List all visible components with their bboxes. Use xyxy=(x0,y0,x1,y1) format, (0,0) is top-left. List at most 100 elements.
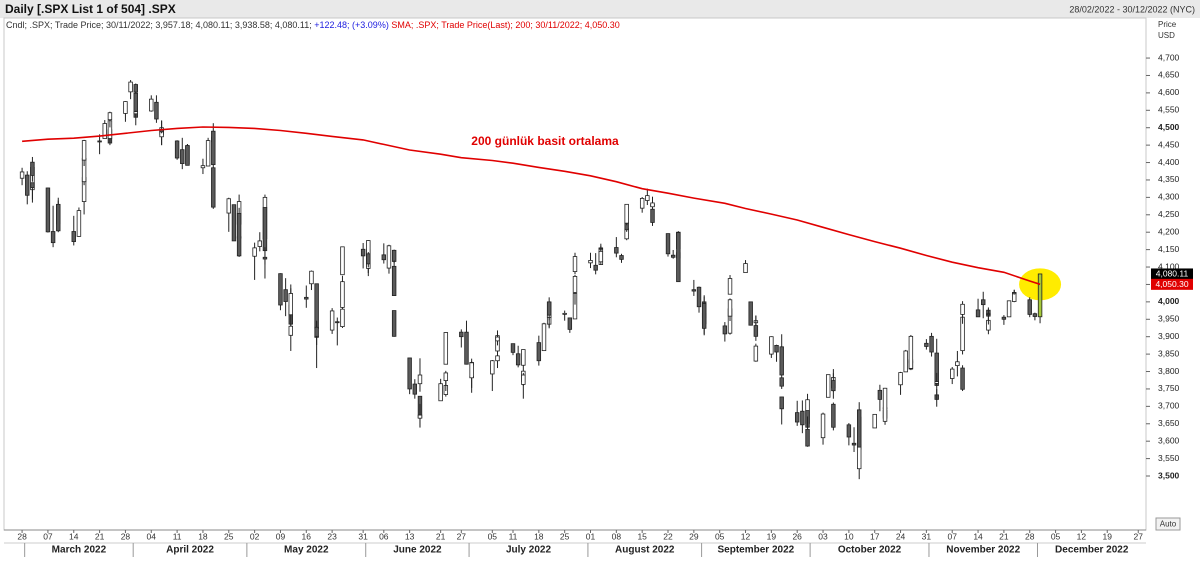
x-tick-label: 27 xyxy=(457,531,467,541)
legend-entry: +122.48; xyxy=(314,20,349,30)
candle-body xyxy=(262,207,268,252)
candle-body xyxy=(541,323,547,352)
candle-body xyxy=(794,412,800,423)
candle-body xyxy=(753,325,759,337)
y-tick-label: 4,200 xyxy=(1158,226,1180,236)
candle-body xyxy=(262,256,268,260)
candle-body xyxy=(211,167,216,208)
y-tick-label: 3,500 xyxy=(1158,470,1180,480)
candle-body xyxy=(975,309,981,318)
candle-body xyxy=(929,335,934,353)
candle-body xyxy=(521,349,526,366)
candle-body xyxy=(464,331,469,365)
chart-title: Daily [.SPX List 1 of 504] .SPX xyxy=(5,2,176,16)
x-tick-label: 11 xyxy=(173,531,182,541)
x-tick-label: 22 xyxy=(663,531,673,541)
y-tick-label: 4,400 xyxy=(1158,157,1180,167)
y-tick-label: 3,650 xyxy=(1158,418,1180,428)
month-label: May 2022 xyxy=(284,545,329,556)
x-tick-label: 10 xyxy=(844,531,854,541)
candle-body xyxy=(133,84,138,93)
candle-body xyxy=(236,212,242,257)
candle-body xyxy=(924,342,929,347)
candle-body xyxy=(598,247,604,250)
last-value-tag xyxy=(1151,268,1193,280)
y-tick-label: 3,900 xyxy=(1158,331,1180,341)
candle-body xyxy=(50,231,56,244)
candle-body xyxy=(257,240,262,247)
x-tick-label: 26 xyxy=(792,531,802,541)
month-label: April 2022 xyxy=(166,545,214,556)
candle-body xyxy=(30,161,35,176)
x-tick-label: 01 xyxy=(586,531,596,541)
y-tick-label: 4,600 xyxy=(1158,87,1180,97)
x-tick-label: 09 xyxy=(276,531,286,541)
candle-body xyxy=(469,362,474,379)
candle-body xyxy=(536,342,542,362)
month-label: October 2022 xyxy=(838,545,902,556)
y-tick-label: 3,800 xyxy=(1158,366,1180,376)
auto-button-label[interactable]: Auto xyxy=(1160,520,1177,529)
x-tick-label: 21 xyxy=(999,531,1009,541)
candle-body xyxy=(908,335,914,369)
candle-body xyxy=(562,312,567,315)
candle-body xyxy=(831,403,836,428)
x-tick-label: 18 xyxy=(534,531,544,541)
candle-body xyxy=(510,343,516,353)
x-tick-label: 06 xyxy=(379,531,389,541)
candle-body xyxy=(149,98,154,112)
candle-body xyxy=(676,232,681,283)
candle-body xyxy=(960,367,965,390)
candle-body xyxy=(314,326,319,337)
candle-body xyxy=(211,130,216,166)
candle-body xyxy=(934,381,939,384)
candle-body xyxy=(779,377,784,387)
candle-body xyxy=(288,325,294,336)
legend-entry: SMA; .SPX; Trade Price(Last); 200; 30/11… xyxy=(391,20,619,30)
candle-body xyxy=(701,303,707,329)
candle-body xyxy=(572,256,578,272)
candle-body xyxy=(407,357,412,390)
candle-body xyxy=(340,281,345,308)
x-tick-label: 25 xyxy=(560,531,570,541)
candle-body xyxy=(180,149,185,164)
candle-body xyxy=(226,198,231,214)
candle-body xyxy=(955,361,960,367)
candle-body xyxy=(665,233,671,255)
legend-entry: (+3.09%) xyxy=(352,20,389,30)
candle-body xyxy=(846,424,852,438)
candle-body xyxy=(97,140,102,143)
x-tick-label: 21 xyxy=(95,531,105,541)
candle-body xyxy=(154,101,159,120)
month-label: March 2022 xyxy=(52,545,107,556)
candle-body xyxy=(898,372,903,386)
candle-body xyxy=(769,336,774,355)
candle-body xyxy=(417,414,423,419)
candle-body xyxy=(443,372,449,381)
candle-body xyxy=(56,203,61,232)
candle-body xyxy=(981,299,986,306)
candle-body xyxy=(743,263,748,274)
candle-body xyxy=(851,442,857,446)
candle-body xyxy=(903,350,908,373)
last-value-tag xyxy=(1151,278,1193,290)
y-tick-label: 4,000 xyxy=(1158,296,1180,306)
candle-body xyxy=(19,171,25,179)
candle-body xyxy=(309,270,314,285)
x-tick-label: 15 xyxy=(637,531,647,541)
candle-body xyxy=(133,111,138,115)
candle-body xyxy=(877,389,883,400)
auto-button[interactable] xyxy=(1155,517,1181,531)
x-tick-label: 12 xyxy=(1077,531,1087,541)
y-tick-label: 4,500 xyxy=(1158,122,1180,132)
y-tick-label: 3,850 xyxy=(1158,348,1180,358)
x-tick-label: 05 xyxy=(715,531,725,541)
x-tick-label: 27 xyxy=(1134,531,1144,541)
x-tick-label: 08 xyxy=(612,531,622,541)
candle-body xyxy=(391,310,397,337)
y-tick-label: 3,950 xyxy=(1158,314,1180,324)
candle-body xyxy=(572,276,578,293)
x-tick-label: 14 xyxy=(69,531,79,541)
candle-body xyxy=(567,317,573,330)
x-tick-label: 13 xyxy=(405,531,415,541)
